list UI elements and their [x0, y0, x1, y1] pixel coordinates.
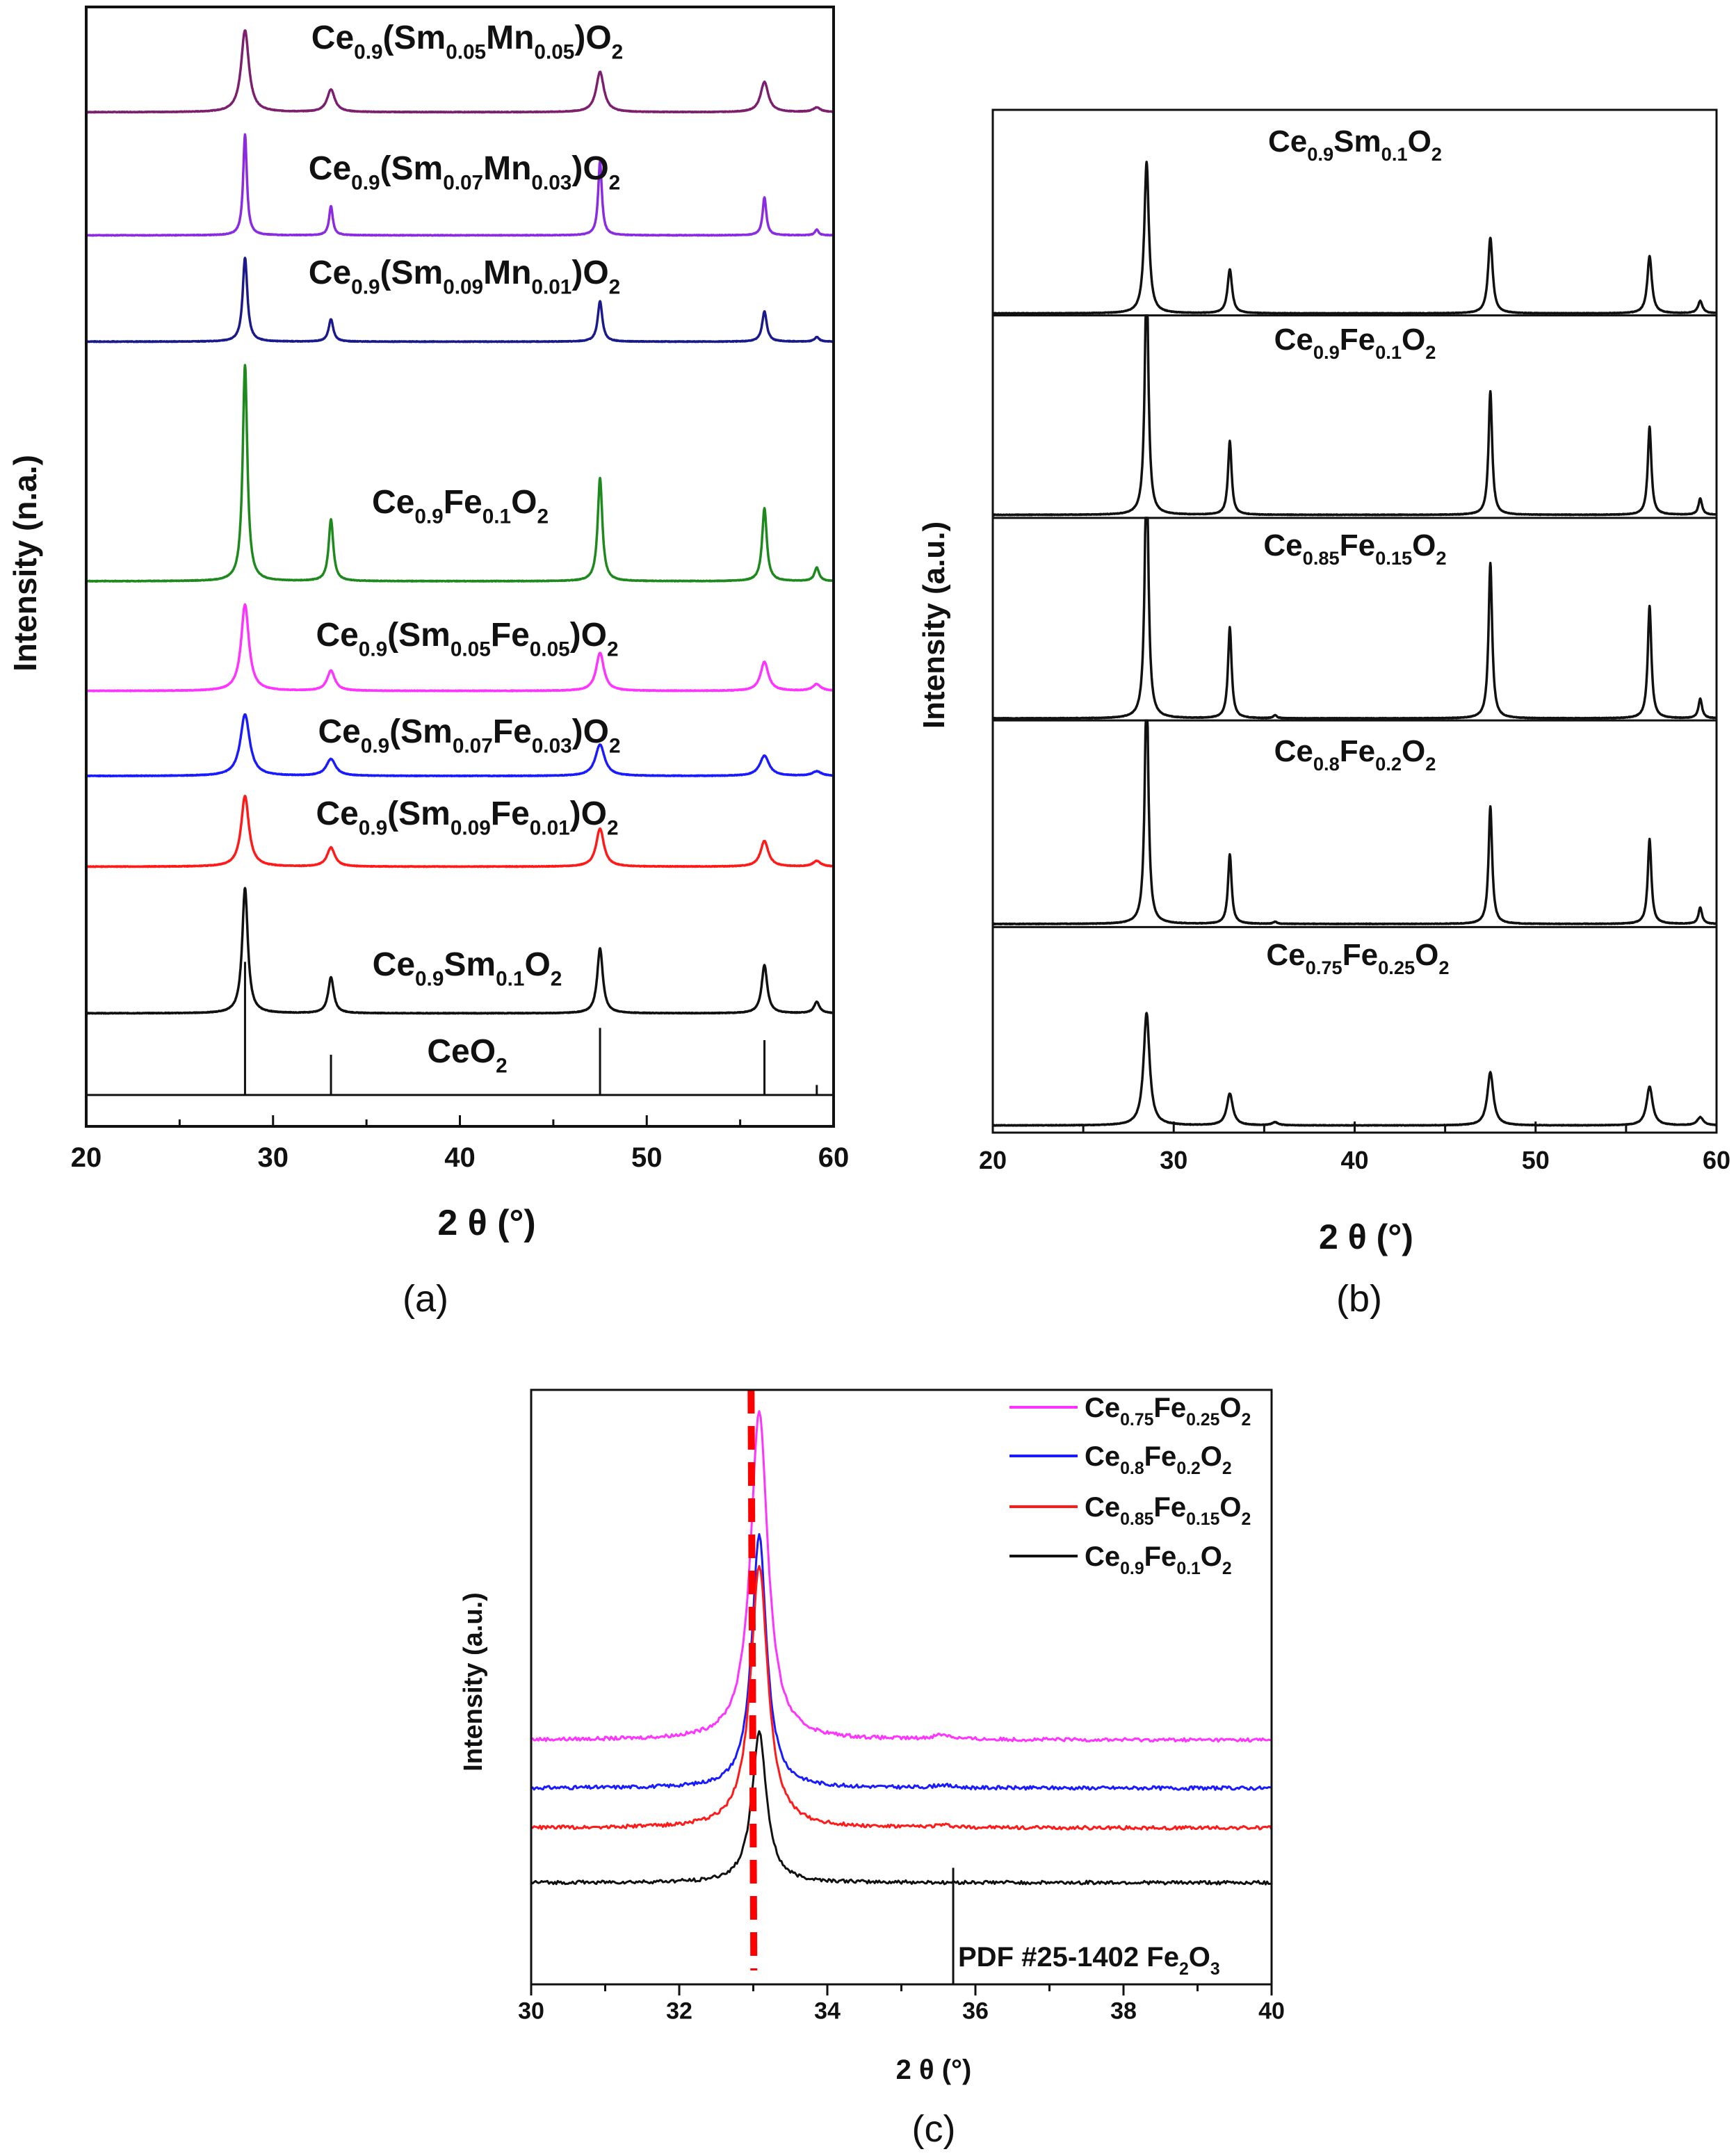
panel-b: Ce0.9Sm0.1O2 Ce0.9Fe0.1O2 Ce0.85Fe0.15O2…: [917, 108, 1730, 1320]
series-line: [530, 1564, 1273, 1831]
reference-label: PDF #25-1402 Fe2O3: [958, 1942, 1220, 1979]
x-tick-label: 30: [1160, 1146, 1187, 1174]
y-axis-label: Intensity (n.a.): [7, 455, 43, 672]
reference-label: CeO2: [427, 1033, 507, 1077]
panel-label: (a): [403, 1278, 448, 1320]
panel-label: (b): [1336, 1278, 1382, 1320]
panel-b-frame: [991, 108, 1718, 1134]
panel-c-frame: [530, 1388, 1273, 1986]
x-tick-label: 50: [631, 1142, 663, 1173]
legend-label: Ce0.9Fe0.1O2: [1085, 1541, 1232, 1578]
x-axis-label: 2 θ (°): [437, 1203, 535, 1243]
series-label: Ce0.9Fe0.1O2: [1274, 323, 1436, 363]
legend: Ce0.75Fe0.25O2 Ce0.8Fe0.2O2 Ce0.85Fe0.15O2…: [1009, 1393, 1251, 1578]
x-tick-label: 60: [1703, 1146, 1730, 1174]
legend-item: Ce0.75Fe0.25O2: [1009, 1393, 1251, 1430]
x-tick-label: 40: [1258, 1998, 1285, 2024]
series-line: [991, 719, 1718, 925]
series-label: Ce0.9Sm0.1O2: [373, 946, 562, 990]
series-label: Ce0.9(Sm0.05Mn0.05)O2: [311, 19, 623, 63]
x-tick-label: 34: [814, 1998, 841, 2024]
series-line: [991, 1012, 1718, 1127]
x-tick-label: 36: [962, 1998, 989, 2024]
x-tick-label: 32: [666, 1998, 692, 2024]
series-label: Ce0.9(Sm0.09Mn0.01)O2: [309, 254, 620, 298]
x-tick-label: 30: [518, 1998, 544, 2024]
x-axis-label: 2 θ (°): [1319, 1217, 1413, 1256]
series-label: Ce0.85Fe0.15O2: [1263, 528, 1446, 569]
series-label: Ce0.9(Sm0.09Fe0.01)O2: [316, 795, 618, 839]
legend-item: Ce0.8Fe0.2O2: [1009, 1441, 1232, 1478]
series-line: [85, 795, 835, 868]
x-tick-label: 20: [71, 1142, 102, 1173]
series-line: [530, 1730, 1272, 1886]
x-tick-label: 38: [1110, 1998, 1137, 2024]
x-tick-label: 30: [258, 1142, 289, 1173]
x-tick-label: 60: [818, 1142, 850, 1173]
x-axis-label: 2 θ (°): [896, 2055, 972, 2085]
legend-item: Ce0.85Fe0.15O2: [1009, 1492, 1251, 1529]
series-line: [85, 713, 835, 778]
x-tick-label: 20: [979, 1146, 1007, 1174]
series-label: Ce0.9Sm0.1O2: [1268, 124, 1442, 165]
series-line: [991, 161, 1718, 315]
x-tick-label: 40: [1340, 1146, 1368, 1174]
legend-label: Ce0.8Fe0.2O2: [1085, 1441, 1232, 1478]
legend-item: Ce0.9Fe0.1O2: [1009, 1541, 1232, 1578]
series-line: [85, 886, 835, 1015]
y-axis-label: Intensity (a.u.): [917, 521, 951, 729]
y-axis-label: Intensity (a.u.): [459, 1592, 488, 1772]
series-line: [991, 314, 1718, 517]
series-line: [85, 257, 835, 343]
series-label: Ce0.9Fe0.1O2: [372, 484, 549, 528]
series-line: [85, 29, 835, 114]
x-tick-label: 40: [444, 1142, 476, 1173]
x-tick-label: 50: [1522, 1146, 1550, 1174]
reference-dashed-line: [747, 1389, 758, 1971]
series-line: [85, 133, 835, 237]
series-line: [530, 1410, 1272, 1743]
legend-label: Ce0.85Fe0.15O2: [1085, 1492, 1251, 1529]
series-line: [991, 517, 1718, 720]
series-label: Ce0.9(Sm0.07Mn0.03)O2: [309, 150, 620, 194]
panel-label: (c): [912, 2108, 956, 2150]
series-label: Ce0.75Fe0.25O2: [1266, 938, 1449, 978]
series-line: [85, 364, 835, 583]
series-label: Ce0.8Fe0.2O2: [1274, 734, 1436, 775]
panel-c: Ce0.75Fe0.25O2 Ce0.8Fe0.2O2 Ce0.85Fe0.15O2…: [459, 1388, 1285, 2150]
panel-a: Ce0.9(Sm0.05Mn0.05)O2 Ce0.9(Sm0.07Mn0.03…: [7, 6, 850, 1320]
series-line: [85, 603, 835, 693]
series-label: Ce0.9(Sm0.05Fe0.05)O2: [316, 617, 618, 661]
legend-label: Ce0.75Fe0.25O2: [1085, 1393, 1251, 1430]
series-line: [530, 1533, 1272, 1791]
series-label: Ce0.9(Sm0.07Fe0.03)O2: [318, 713, 620, 757]
